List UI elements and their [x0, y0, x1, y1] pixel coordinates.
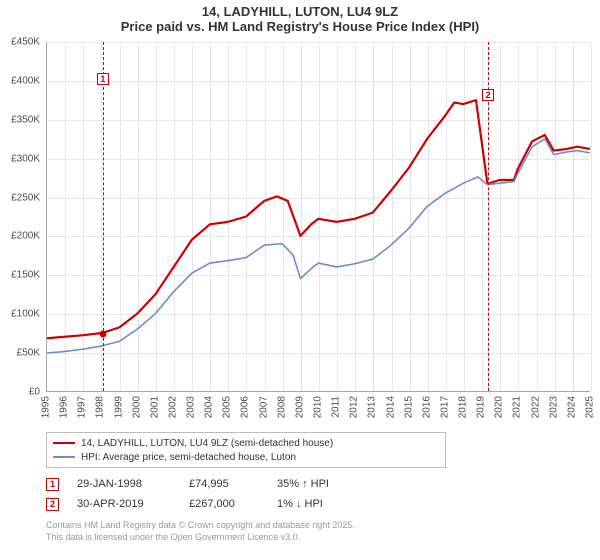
x-tick-label: 2004 — [204, 396, 215, 418]
legend-label: 14, LADYHILL, LUTON, LU4 9LZ (semi-detac… — [81, 438, 333, 449]
x-tick-label: 1997 — [77, 396, 88, 418]
x-tick-label: 2024 — [566, 396, 577, 418]
x-tick-label: 2005 — [222, 396, 233, 418]
x-tick-label: 2003 — [186, 396, 197, 418]
sale-marker-box: 1 — [46, 478, 59, 491]
gridline-v — [591, 42, 592, 391]
marker-dashed-line — [103, 42, 104, 391]
footer-attribution: Contains HM Land Registry data © Crown c… — [46, 520, 600, 543]
x-tick-label: 2020 — [494, 396, 505, 418]
series-line — [47, 100, 590, 338]
chart-container: 14, LADYHILL, LUTON, LU4 9LZ Price paid … — [0, 0, 600, 560]
x-tick-label: 2015 — [403, 396, 414, 418]
x-tick-label: 2025 — [585, 396, 596, 418]
legend-swatch — [53, 442, 75, 444]
chart-area: £0 £50K £100K £150K £200K £250K £300K £350K £400… — [0, 36, 600, 430]
x-tick-label: 2013 — [367, 396, 378, 418]
sale-price: £74,995 — [189, 478, 259, 490]
y-tick-label: £200K — [11, 231, 40, 242]
sales-table: 1 29-JAN-1998 £74,995 35% ↑ HPI 2 30-APR-2019… — [46, 474, 600, 514]
marker-box: 1 — [97, 73, 109, 85]
y-tick-label: £400K — [11, 75, 40, 86]
marker-box: 2 — [482, 89, 494, 101]
x-tick-label: 2021 — [512, 396, 523, 418]
legend-swatch — [53, 456, 75, 458]
legend-row: HPI: Average price, semi-detached house,… — [53, 450, 439, 464]
y-tick-label: £150K — [11, 270, 40, 281]
x-tick-label: 1995 — [41, 396, 52, 418]
y-tick-label: £450K — [11, 37, 40, 48]
y-axis-labels: £0£50K£100K£150K£200K£250K£300K£350K£400… — [0, 42, 44, 392]
sale-price: £267,000 — [189, 498, 259, 510]
y-tick-label: £50K — [17, 348, 40, 359]
x-tick-label: 2000 — [131, 396, 142, 418]
sale-row: 2 30-APR-2019 £267,000 1% ↓ HPI — [46, 494, 600, 514]
y-tick-label: £0 — [29, 387, 40, 398]
y-tick-label: £100K — [11, 309, 40, 320]
sale-row: 1 29-JAN-1998 £74,995 35% ↑ HPI — [46, 474, 600, 494]
title-subtitle: Price paid vs. HM Land Registry's House … — [0, 19, 600, 34]
x-tick-label: 2009 — [294, 396, 305, 418]
x-axis-labels: 1995199619971998199920002001200220032004… — [46, 394, 590, 430]
x-tick-label: 1996 — [59, 396, 70, 418]
x-tick-label: 2014 — [385, 396, 396, 418]
x-tick-label: 2016 — [421, 396, 432, 418]
x-tick-label: 1998 — [95, 396, 106, 418]
x-tick-label: 2017 — [439, 396, 450, 418]
sale-delta: 1% ↓ HPI — [277, 498, 367, 510]
x-tick-label: 2011 — [331, 396, 342, 418]
title-block: 14, LADYHILL, LUTON, LU4 9LZ Price paid … — [0, 0, 600, 36]
y-tick-label: £350K — [11, 114, 40, 125]
footer-line2: This data is licensed under the Open Gov… — [46, 532, 600, 544]
x-tick-label: 2008 — [276, 396, 287, 418]
x-tick-label: 2023 — [548, 396, 559, 418]
y-tick-label: £300K — [11, 153, 40, 164]
x-tick-label: 2006 — [240, 396, 251, 418]
marker-dot — [99, 330, 106, 337]
footer-line1: Contains HM Land Registry data © Crown c… — [46, 520, 600, 532]
x-tick-label: 2010 — [313, 396, 324, 418]
x-tick-label: 2018 — [458, 396, 469, 418]
legend-row: 14, LADYHILL, LUTON, LU4 9LZ (semi-detac… — [53, 436, 439, 450]
y-tick-label: £250K — [11, 192, 40, 203]
x-tick-label: 2007 — [258, 396, 269, 418]
x-tick-label: 2002 — [167, 396, 178, 418]
x-tick-label: 2001 — [149, 396, 160, 418]
chart-lines-svg — [47, 42, 590, 391]
plot-area: 12 — [46, 42, 590, 392]
sale-marker-box: 2 — [46, 498, 59, 511]
x-tick-label: 2022 — [530, 396, 541, 418]
sale-date: 29-JAN-1998 — [77, 478, 171, 490]
sale-date: 30-APR-2019 — [77, 498, 171, 510]
sale-delta: 35% ↑ HPI — [277, 478, 367, 490]
title-address: 14, LADYHILL, LUTON, LU4 9LZ — [0, 4, 600, 19]
x-tick-label: 2019 — [476, 396, 487, 418]
x-tick-label: 2012 — [349, 396, 360, 418]
legend: 14, LADYHILL, LUTON, LU4 9LZ (semi-detac… — [46, 432, 446, 468]
x-tick-label: 1999 — [113, 396, 124, 418]
legend-label: HPI: Average price, semi-detached house,… — [81, 452, 296, 463]
